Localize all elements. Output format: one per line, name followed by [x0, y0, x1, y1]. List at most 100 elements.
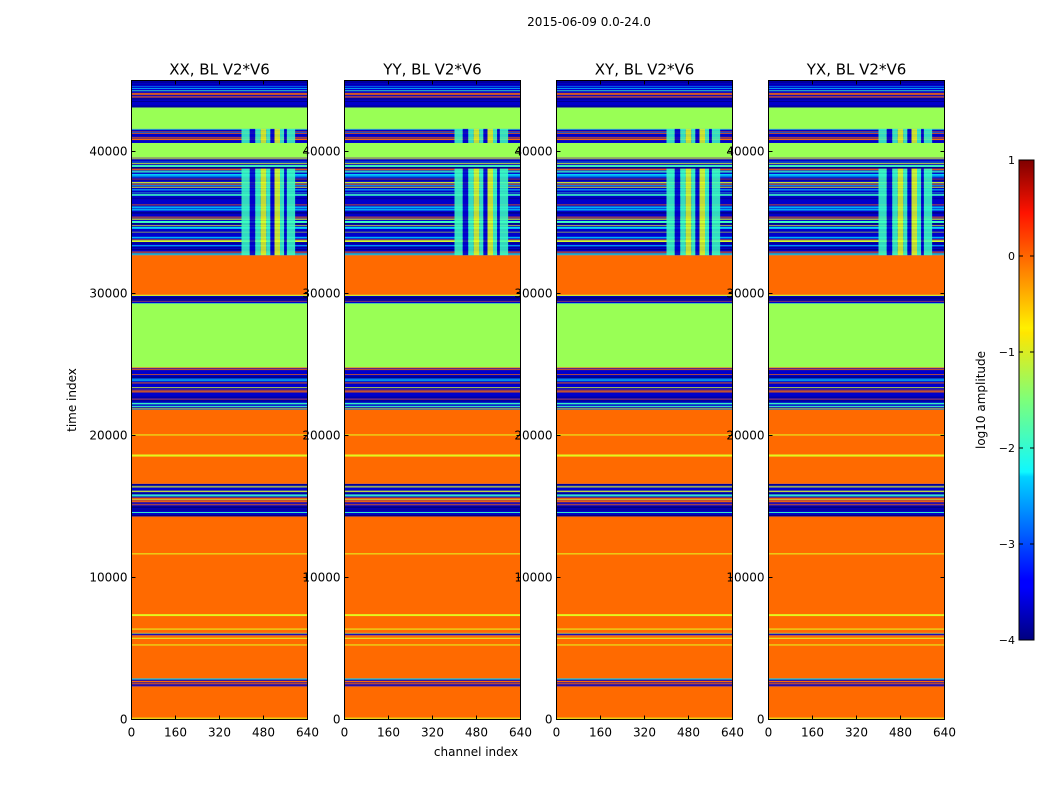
- heatmap-row: [131, 483, 308, 517]
- heatmap-row: [556, 380, 733, 382]
- heatmap-row: [344, 454, 521, 456]
- heatmap-stripe: [454, 168, 463, 256]
- heatmap-row: [556, 492, 733, 494]
- heatmap-row: [344, 503, 521, 506]
- heatmap-row: [131, 407, 308, 410]
- heatmap-row: [768, 380, 945, 382]
- heatmap-row: [131, 230, 308, 231]
- heatmap-row: [131, 90, 308, 92]
- heatmap-row: [131, 632, 308, 636]
- heatmap-row: [131, 455, 308, 457]
- heatmap-row: [344, 130, 521, 132]
- heatmap-row: [768, 398, 945, 400]
- heatmap-image: [344, 80, 521, 720]
- heatmap-row: [131, 509, 308, 511]
- heatmap-band-2: [344, 635, 521, 679]
- heatmap-row: [768, 637, 945, 639]
- heatmap-row: [768, 303, 945, 304]
- heatmap-row: [556, 374, 733, 375]
- heatmap-band-0: [556, 686, 733, 720]
- heatmap-row: [131, 92, 308, 95]
- heatmap-stripe: [705, 128, 710, 143]
- heatmap-row: [556, 634, 733, 636]
- heatmap-row: [344, 163, 521, 165]
- heatmap-row: [768, 214, 945, 217]
- heatmap-row: [556, 434, 733, 436]
- heatmap-row: [131, 255, 308, 295]
- heatmap-row: [344, 136, 521, 139]
- heatmap-row: [768, 224, 945, 227]
- heatmap-row: [768, 223, 945, 225]
- heatmap-row: [344, 176, 521, 178]
- heatmap-row: [344, 387, 521, 389]
- heatmap-row: [131, 635, 308, 679]
- heatmap-row: [768, 95, 945, 98]
- heatmap-row: [556, 242, 733, 245]
- heatmap-row: [131, 135, 308, 137]
- heatmap-row: [556, 135, 733, 137]
- heatmap-row: [556, 400, 733, 402]
- heatmap-row: [556, 208, 733, 211]
- heatmap-row: [344, 294, 521, 304]
- heatmap-row: [131, 181, 308, 184]
- heatmap-row: [131, 186, 308, 188]
- heatmap-row: [131, 253, 308, 256]
- x-tick-label: 320: [208, 726, 231, 740]
- heatmap-row: [556, 303, 733, 304]
- heatmap-row: [768, 678, 945, 687]
- heatmap-stripe: [705, 168, 710, 256]
- heatmap-row: [556, 167, 733, 169]
- heatmap-row: [556, 253, 733, 256]
- y-tick-label: 10000: [514, 571, 552, 585]
- heatmap-row: [131, 130, 308, 132]
- heatmap-row: [556, 391, 733, 393]
- heatmap-stripe: [911, 128, 917, 143]
- heatmap-row: [131, 512, 308, 514]
- heatmap-row: [556, 376, 733, 379]
- heatmap-row: [131, 105, 308, 108]
- heatmap-row: [768, 103, 945, 105]
- heatmap-row: [556, 382, 733, 384]
- heatmap-band-6: [768, 409, 945, 484]
- heatmap-row: [556, 402, 733, 405]
- heatmap-row: [556, 299, 733, 301]
- heatmap-stripe: [680, 128, 686, 143]
- heatmap-row: [768, 220, 945, 223]
- heatmap-row: [344, 300, 521, 302]
- heatmap-row: [344, 128, 521, 130]
- heatmap-stripe: [674, 168, 681, 256]
- heatmap-row: [556, 678, 733, 687]
- heatmap-row: [768, 157, 945, 160]
- figure-xlabel: channel index: [434, 745, 518, 759]
- heatmap-row: [768, 389, 945, 391]
- heatmap-row: [344, 398, 521, 400]
- heatmap-row: [556, 190, 733, 193]
- heatmap-stripe: [685, 168, 692, 256]
- heatmap-row: [131, 157, 308, 160]
- heatmap-row: [344, 197, 521, 200]
- heatmap-row: [768, 632, 945, 636]
- heatmap-row: [768, 226, 945, 229]
- heatmap-row: [344, 173, 521, 176]
- heatmap-stripe: [487, 168, 493, 256]
- heatmap-row: [768, 516, 945, 633]
- heatmap-row: [344, 251, 521, 253]
- heatmap-band-8: [768, 303, 945, 368]
- x-tick-label: 0: [128, 726, 136, 740]
- heatmap-row: [344, 396, 521, 398]
- heatmap-stripe: [897, 128, 904, 143]
- heatmap-row: [556, 683, 733, 685]
- heatmap-row: [131, 434, 308, 436]
- heatmap-row: [768, 299, 945, 301]
- heatmap-row: [131, 678, 308, 687]
- heatmap-row: [131, 628, 308, 630]
- heatmap-row: [768, 165, 945, 167]
- heatmap-row: [131, 185, 308, 186]
- heatmap-row: [344, 95, 521, 98]
- heatmap-row: [768, 644, 945, 646]
- heatmap-row: [131, 160, 308, 162]
- heatmap-stripe: [274, 168, 280, 256]
- heatmap-row: [768, 212, 945, 214]
- heatmap-row: [131, 485, 308, 488]
- heatmap-row: [556, 204, 733, 206]
